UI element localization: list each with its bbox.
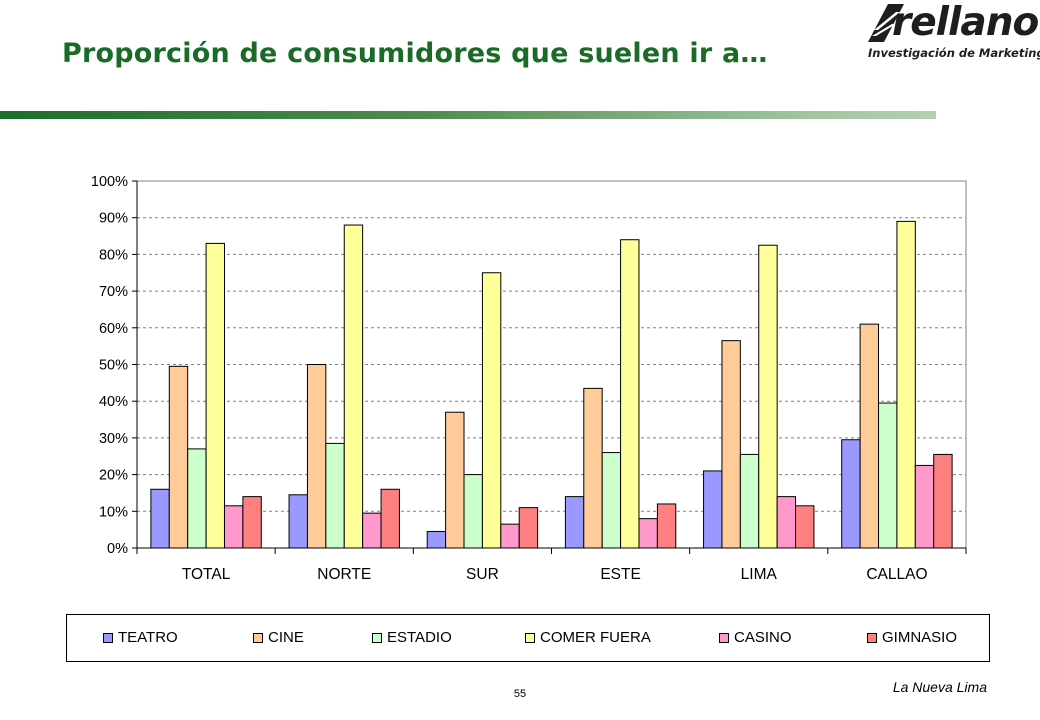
bar-casino-lima	[776, 496, 797, 549]
y-tick-label: 30%	[99, 431, 128, 447]
bar-casino-sur	[500, 523, 520, 549]
x-tick-label: CALLAO	[866, 566, 927, 583]
y-tick-label: 40%	[99, 394, 128, 410]
legend-label: ESTADIO	[387, 629, 452, 646]
logo-mark-icon	[868, 4, 904, 42]
y-tick-label: 100%	[91, 174, 128, 190]
legend-swatch	[103, 633, 113, 643]
x-tick-label: NORTE	[317, 566, 371, 583]
legend-label: GIMNASIO	[882, 629, 958, 646]
page-number: 55	[513, 688, 527, 700]
y-tick-label: 60%	[99, 321, 128, 337]
bar-gimnasio-callao	[933, 453, 953, 549]
bar-teatro-lima	[703, 470, 723, 549]
bar-estadio-este	[601, 452, 622, 549]
bar-casino-callao	[914, 464, 935, 549]
legend-swatch	[253, 633, 263, 643]
y-tick-label: 80%	[99, 247, 128, 263]
bar-comer-fuera-sur	[481, 272, 502, 549]
legend-swatch	[372, 633, 382, 643]
bar-gimnasio-lima	[795, 505, 815, 549]
bar-comer-fuera-callao	[896, 220, 916, 549]
bar-comer-fuera-norte	[343, 224, 364, 549]
bar-teatro-total	[150, 488, 170, 549]
bar-estadio-sur	[463, 474, 483, 549]
chart-legend: TEATRO CINE ESTADIO COMER FUERA CASINO GIMNAS…	[66, 614, 990, 662]
footer-note: La Nueva Lima	[892, 679, 987, 695]
legend-swatch	[525, 633, 535, 643]
bar-teatro-este	[564, 496, 585, 549]
tick-labels: 0% 10% 20% 30% 40% 50% 60% 70% 80% 90% 100% TOTAL NO…	[91, 174, 928, 583]
bars	[150, 220, 953, 549]
bar-comer-fuera-este	[620, 239, 640, 549]
bar-estadio-callao	[878, 402, 898, 549]
bar-estadio-norte	[325, 442, 345, 549]
y-tick-label: 50%	[99, 358, 128, 374]
logo-text: rellano	[892, 0, 1039, 45]
bar-gimnasio-norte	[380, 488, 400, 549]
bar-casino-total	[223, 505, 244, 549]
axes	[132, 180, 967, 554]
header-divider	[0, 111, 936, 119]
bar-cine-callao	[859, 323, 880, 549]
legend-label: TEATRO	[118, 629, 178, 646]
bar-chart: 0% 10% 20% 30% 40% 50% 60% 70% 80% 90% 100% TOTAL NO…	[91, 174, 967, 583]
bar-casino-este	[638, 518, 658, 549]
bar-cine-sur	[445, 411, 465, 549]
x-tick-label: TOTAL	[182, 566, 231, 583]
bar-cine-total	[168, 365, 189, 549]
page-title: Proporción de consumidores que suelen ir…	[62, 38, 768, 69]
bar-casino-norte	[362, 512, 382, 549]
bar-gimnasio-sur	[518, 507, 539, 549]
logo-subtitle: Investigación de Marketing	[868, 46, 1040, 60]
bar-cine-este	[583, 387, 603, 549]
legend-label: COMER FUERA	[540, 629, 651, 646]
legend-label: CASINO	[734, 629, 792, 646]
bar-gimnasio-este	[656, 503, 677, 549]
arellano-logo: rellano Investigación de Marketing	[862, 0, 1040, 66]
bar-cine-norte	[306, 364, 327, 549]
bar-teatro-sur	[426, 530, 447, 549]
y-tick-label: 0%	[107, 541, 128, 557]
legend-label: CINE	[268, 629, 304, 646]
bar-estadio-total	[187, 448, 207, 549]
bar-estadio-lima	[739, 453, 760, 549]
x-tick-label: SUR	[466, 566, 499, 583]
bar-gimnasio-total	[242, 496, 262, 549]
x-tick-label: ESTE	[600, 566, 640, 583]
y-tick-label: 70%	[99, 284, 128, 300]
y-tick-label: 10%	[99, 504, 128, 520]
y-tick-label: 90%	[99, 211, 128, 227]
bar-comer-fuera-total	[205, 242, 225, 549]
bar-teatro-norte	[288, 494, 308, 549]
legend-swatch	[867, 633, 877, 643]
x-tick-label: LIMA	[741, 566, 778, 583]
y-tick-label: 20%	[99, 468, 128, 484]
bar-cine-lima	[721, 340, 741, 549]
bar-comer-fuera-lima	[758, 244, 778, 549]
legend-swatch	[719, 633, 729, 643]
bar-teatro-callao	[841, 439, 861, 549]
